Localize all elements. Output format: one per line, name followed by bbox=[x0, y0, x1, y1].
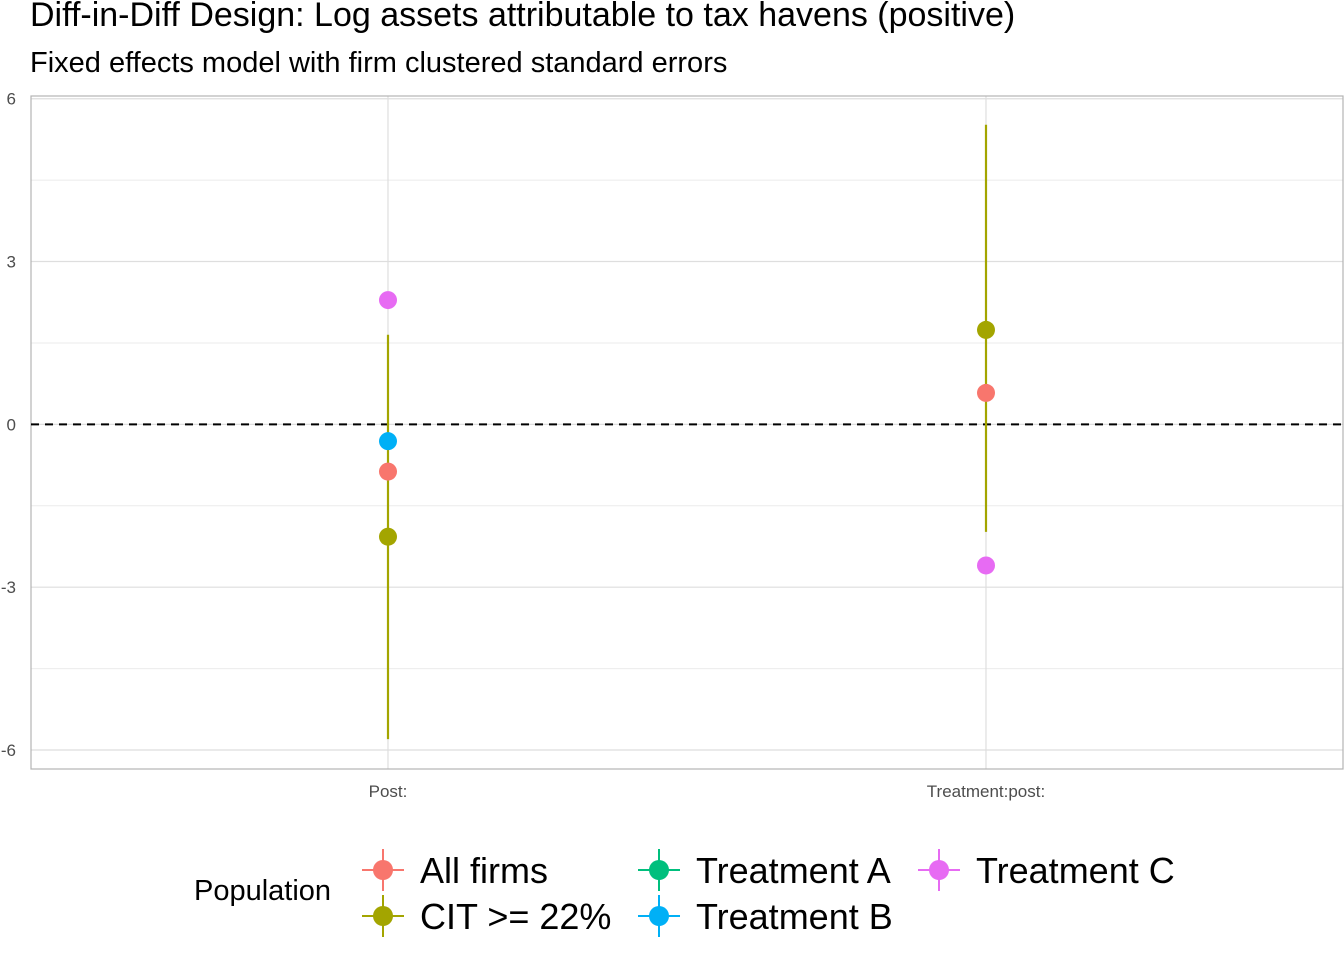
legend-key-point bbox=[649, 860, 669, 880]
data-point bbox=[977, 320, 995, 339]
panel-border bbox=[30, 95, 1344, 770]
legend-label: Treatment A bbox=[696, 850, 891, 891]
legend-key-cit bbox=[362, 895, 404, 937]
legend-label: Treatment C bbox=[976, 850, 1175, 891]
legend-key-point bbox=[373, 906, 393, 926]
legend-label: All firms bbox=[420, 850, 548, 891]
data-point bbox=[379, 432, 397, 451]
x-tick-label: Post: bbox=[369, 782, 408, 801]
legend-key-point bbox=[373, 860, 393, 880]
x-tick-label: Treatment:post: bbox=[927, 782, 1045, 801]
legend-key-point bbox=[929, 860, 949, 880]
y-tick-label: 3 bbox=[7, 253, 16, 272]
legend-key-treatment-b bbox=[638, 895, 680, 937]
data-point bbox=[977, 556, 995, 575]
legend: Population All firms CIT >= 22% Treatmen… bbox=[194, 845, 1204, 940]
legend-label: CIT >= 22% bbox=[420, 896, 612, 937]
legend-key-all-firms bbox=[362, 849, 404, 891]
legend-key-point bbox=[649, 906, 669, 926]
chart-subtitle: Fixed effects model with firm clustered … bbox=[30, 47, 728, 79]
y-tick-label: -3 bbox=[1, 578, 16, 597]
data-point bbox=[977, 383, 995, 402]
y-tick-label: 0 bbox=[7, 415, 16, 434]
data-point bbox=[379, 527, 397, 546]
y-tick-label: -6 bbox=[1, 741, 16, 760]
data-point bbox=[379, 291, 397, 310]
legend-label: Treatment B bbox=[696, 896, 893, 937]
y-tick-label: 6 bbox=[7, 90, 16, 109]
chart-title: Diff-in-Diff Design: Log assets attribut… bbox=[30, 0, 1016, 34]
legend-key-treatment-c bbox=[918, 849, 960, 891]
plot-area: -6 -3 0 3 6 Post: Treatment:post: bbox=[1, 90, 1344, 801]
data-point bbox=[379, 462, 397, 481]
legend-key-treatment-a bbox=[638, 849, 680, 891]
legend-title: Population bbox=[194, 875, 332, 907]
